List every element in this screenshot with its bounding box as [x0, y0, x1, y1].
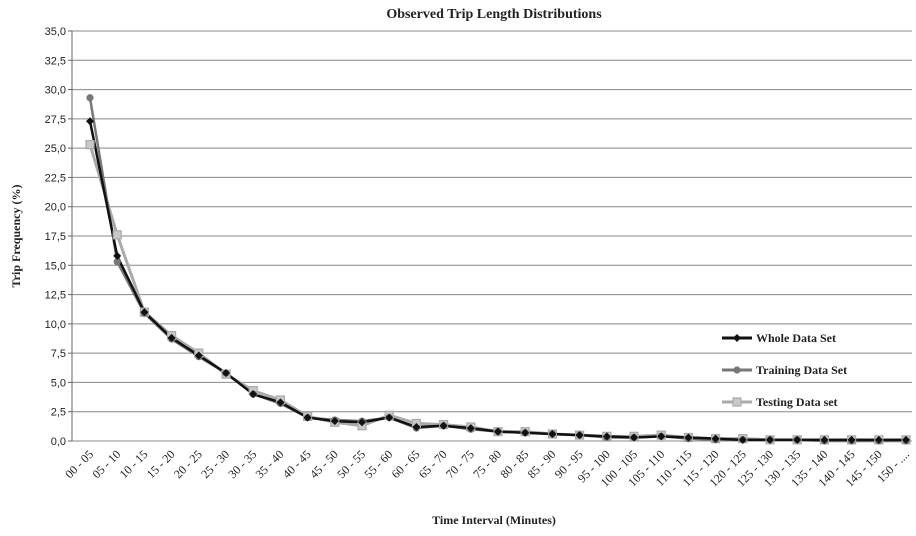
- x-tick-label: 70 - 75: [443, 447, 477, 481]
- data-point: [249, 390, 258, 399]
- x-tick-label: 60 - 65: [389, 447, 423, 481]
- x-tick-label: 50 - 55: [334, 447, 368, 481]
- legend-label: Whole Data Set: [756, 331, 836, 345]
- x-tick-label: 15 - 20: [144, 447, 178, 481]
- data-point: [222, 369, 230, 378]
- x-tick-label: 75 - 80: [470, 447, 504, 481]
- data-point: [874, 435, 883, 444]
- y-tick-label: 25,0: [45, 143, 66, 155]
- data-point: [112, 230, 122, 240]
- x-tick-label: 10 - 15: [117, 447, 151, 481]
- data-point: [711, 434, 720, 443]
- data-point: [575, 431, 584, 440]
- x-tick-label: 35 - 40: [253, 447, 287, 481]
- y-tick-label: 35,0: [45, 26, 66, 38]
- data-point: [85, 140, 95, 150]
- y-tick-label: 32,5: [45, 55, 66, 67]
- data-point: [466, 424, 475, 433]
- data-point: [167, 333, 176, 342]
- data-point: [358, 418, 366, 427]
- y-tick-label: 0,0: [51, 436, 66, 448]
- legend-marker: [733, 334, 741, 342]
- x-tick-label: 30 - 35: [225, 447, 259, 481]
- legend-marker: [733, 366, 741, 374]
- data-point: [113, 258, 121, 266]
- y-tick-label: 20,0: [45, 202, 66, 214]
- data-point: [276, 398, 285, 407]
- y-tick-label: 15,0: [45, 260, 66, 272]
- y-tick-label: 22,5: [45, 172, 66, 184]
- y-tick-label: 27,5: [45, 114, 66, 126]
- data-point: [86, 94, 94, 102]
- data-point: [847, 435, 856, 444]
- data-point: [548, 429, 557, 438]
- y-tick-label: 2,5: [51, 407, 66, 419]
- data-point: [86, 117, 94, 126]
- data-point: [738, 435, 747, 444]
- y-tick-label: 30,0: [45, 85, 66, 97]
- data-point: [902, 435, 910, 444]
- data-point: [385, 413, 394, 422]
- data-point: [412, 422, 421, 431]
- data-point: [521, 428, 530, 437]
- x-tick-label: 00 - 05: [62, 447, 96, 481]
- x-tick-label: 45 - 50: [307, 447, 341, 481]
- y-tick-label: 12,5: [45, 290, 66, 302]
- x-tick-label: 05 - 10: [89, 447, 123, 481]
- data-point: [113, 251, 122, 260]
- data-point: [140, 308, 149, 317]
- x-tick-label: 80 - 85: [497, 447, 531, 481]
- y-tick-label: 7,5: [51, 348, 66, 360]
- data-point: [820, 435, 829, 444]
- series-line: [88, 120, 906, 442]
- series-line: [88, 97, 906, 443]
- data-point: [657, 432, 666, 441]
- y-axis-title: Trip Frequency (%): [9, 185, 23, 288]
- x-tick-label: 85 - 90: [525, 447, 559, 481]
- legend-label: Training Data Set: [756, 363, 847, 377]
- y-tick-label: 5,0: [51, 377, 66, 389]
- chart-title: Observed Trip Length Distributions: [386, 7, 602, 22]
- data-point: [793, 435, 802, 444]
- x-tick-label: 55 - 60: [361, 447, 395, 481]
- x-tick-label: 20 - 25: [171, 447, 205, 481]
- data-point: [439, 421, 448, 430]
- y-tick-label: 17,5: [45, 231, 66, 243]
- data-point: [303, 413, 312, 422]
- data-point: [684, 433, 693, 442]
- x-tick-label: 40 - 45: [280, 447, 314, 481]
- data-point: [494, 427, 502, 436]
- y-tick-label: 10,0: [45, 319, 66, 331]
- x-tick-label: 65 - 70: [416, 447, 450, 481]
- x-axis-title: Time Interval (Minutes): [432, 513, 556, 527]
- legend-marker: [732, 397, 742, 407]
- x-tick-label: 25 - 30: [198, 447, 232, 481]
- data-point: [330, 417, 339, 426]
- legend-label: Testing Data set: [756, 395, 838, 409]
- data-point: [630, 433, 638, 442]
- data-point: [766, 435, 774, 444]
- data-point: [194, 351, 203, 360]
- data-point: [602, 432, 611, 441]
